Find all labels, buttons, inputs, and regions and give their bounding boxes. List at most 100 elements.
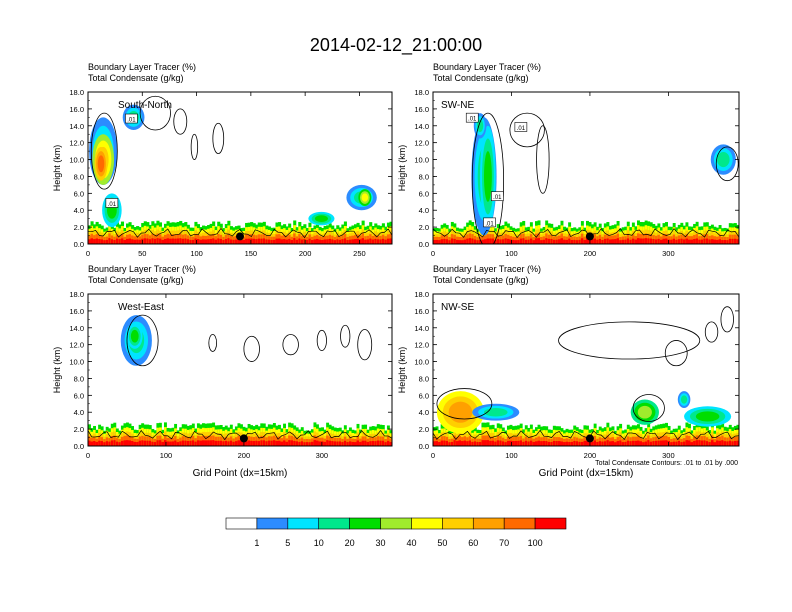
tracer-column — [568, 441, 572, 446]
site-marker — [585, 232, 594, 241]
tracer-column — [685, 238, 689, 244]
tracer-column — [468, 440, 472, 446]
tracer-column — [593, 440, 597, 446]
tracer-column — [105, 441, 109, 446]
tracer-column — [517, 440, 521, 446]
tracer-column — [110, 440, 114, 446]
tracer-column — [252, 441, 256, 446]
tracer-column — [323, 239, 327, 244]
tracer-column — [93, 440, 96, 446]
colorbar-swatch — [442, 517, 474, 530]
tracer-column — [736, 239, 739, 244]
tracer-column — [484, 239, 487, 244]
tracer-column — [95, 441, 99, 446]
tracer-column — [232, 441, 236, 446]
x-tick-label: 100 — [505, 249, 518, 258]
tracer-column — [328, 440, 332, 446]
tracer-column — [153, 238, 157, 244]
tracer-column — [716, 440, 719, 446]
tracer-column — [240, 440, 243, 446]
tracer-column — [565, 441, 569, 446]
tracer-column — [649, 441, 653, 446]
tracer-column — [700, 239, 704, 244]
tracer-column — [247, 238, 251, 244]
tracer-column — [489, 440, 493, 446]
tracer-column — [593, 238, 597, 244]
tracer-column — [726, 441, 730, 446]
tracer-column — [501, 441, 505, 446]
tracer-column — [103, 442, 107, 446]
colorbar-swatch — [472, 517, 505, 530]
tracer-column — [366, 441, 370, 446]
tracer-column — [196, 440, 200, 446]
tracer-column — [578, 441, 582, 446]
x-tick-label: 0 — [431, 249, 435, 258]
tracer-column — [267, 239, 271, 244]
y-tick-label: 2.0 — [74, 425, 84, 434]
y-tick-label: 12.0 — [69, 139, 84, 148]
tracer-column — [578, 239, 582, 244]
tracer-column — [138, 239, 142, 244]
tracer-column — [308, 238, 312, 244]
tracer-column — [348, 239, 353, 244]
tracer-column — [731, 441, 735, 446]
tracer-column — [166, 441, 170, 446]
y-tick-label: 16.0 — [414, 307, 429, 316]
tracer-column — [141, 440, 145, 446]
condensate-contour — [316, 329, 327, 351]
tracer-column — [555, 441, 559, 446]
tracer-column — [471, 238, 475, 244]
tracer-column — [199, 440, 203, 446]
condensate-contour — [536, 125, 550, 194]
tracer-column — [265, 239, 269, 244]
tracer-column — [202, 440, 205, 446]
tracer-column — [586, 238, 589, 244]
y-tick-label: 8.0 — [419, 172, 429, 181]
tracer-column — [629, 441, 633, 446]
tracer-column — [596, 441, 600, 446]
tracer-column — [665, 238, 668, 244]
x-tick-label: 150 — [245, 249, 258, 258]
tracer-column — [680, 442, 684, 446]
tracer-column — [224, 440, 228, 446]
x-tick-label: 200 — [584, 451, 597, 460]
tracer-column — [98, 440, 102, 446]
tracer-column — [174, 238, 178, 244]
tracer-column — [665, 440, 668, 446]
colorbar-label: 60 — [468, 538, 478, 548]
tracer-column — [318, 239, 322, 244]
tracer-column — [433, 441, 436, 446]
tracer-column — [672, 441, 676, 446]
tracer-column — [575, 240, 579, 244]
y-tick-label: 14.0 — [414, 122, 429, 131]
tracer-column — [670, 442, 674, 446]
x-tick-label: 250 — [353, 249, 366, 258]
y-tick-label: 2.0 — [74, 223, 84, 232]
condensate-contour — [190, 133, 199, 160]
tracer-column — [255, 239, 259, 244]
tracer-column — [616, 238, 620, 244]
tracer-column — [657, 440, 661, 446]
plot-area — [88, 314, 392, 446]
tracer-column — [128, 238, 132, 244]
tracer-column — [214, 440, 218, 446]
tracer-column — [552, 239, 556, 244]
tracer-column — [728, 238, 732, 244]
colorbar-swatch — [534, 517, 567, 530]
tracer-column — [156, 238, 160, 244]
tracer-column — [596, 239, 600, 244]
tracer-column — [642, 442, 646, 446]
contour-label: .01 — [485, 221, 494, 227]
site-marker — [585, 434, 594, 443]
condensate-contour — [558, 321, 701, 360]
tracer-column — [677, 239, 681, 244]
tracer-column — [652, 441, 656, 446]
tracer-column — [326, 440, 330, 446]
tracer-column — [108, 238, 112, 244]
tracer-column — [501, 239, 505, 244]
tracer-column — [293, 440, 297, 446]
tracer-column — [288, 440, 292, 446]
tracer-column — [726, 240, 730, 244]
tracer-column — [532, 441, 536, 446]
y-tick-label: 14.0 — [69, 122, 84, 131]
